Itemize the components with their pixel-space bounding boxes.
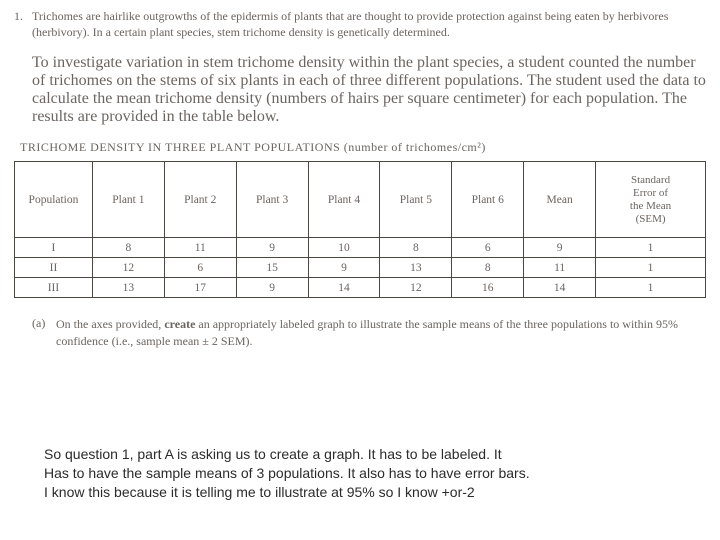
cell: 6	[452, 238, 524, 258]
cell: 9	[524, 238, 596, 258]
table-row: I 8 11 9 10 8 6 9 1	[15, 238, 706, 258]
cell: 15	[236, 258, 308, 278]
part-a-bold: create	[164, 317, 195, 331]
explain-line1: So question 1, part A is asking us to cr…	[44, 445, 664, 464]
col-header-plant5: Plant 5	[380, 162, 452, 238]
sem-line4: (SEM)	[600, 213, 701, 226]
cell: 13	[380, 258, 452, 278]
part-a-label: (a)	[32, 316, 56, 331]
cell: 8	[92, 238, 164, 258]
question-number: 1.	[14, 8, 32, 24]
cell: 9	[308, 258, 380, 278]
explain-line2: Has to have the sample means of 3 popula…	[44, 464, 664, 483]
cell: 11	[524, 258, 596, 278]
table-header-row: Population Plant 1 Plant 2 Plant 3 Plant…	[15, 162, 706, 238]
page: 1. Trichomes are hairlike outgrowths of …	[0, 0, 720, 540]
sem-line3: the Mean	[600, 200, 701, 213]
cell: 9	[236, 238, 308, 258]
question-para-2: To investigate variation in stem trichom…	[32, 54, 706, 126]
col-header-plant4: Plant 4	[308, 162, 380, 238]
cell: 1	[596, 278, 706, 298]
sem-line1: Standard	[600, 174, 701, 187]
explanation-block: So question 1, part A is asking us to cr…	[44, 445, 664, 502]
data-table: Population Plant 1 Plant 2 Plant 3 Plant…	[14, 161, 706, 298]
cell: 13	[92, 278, 164, 298]
col-header-plant6: Plant 6	[452, 162, 524, 238]
cell: 6	[164, 258, 236, 278]
cell: 1	[596, 238, 706, 258]
cell: 14	[308, 278, 380, 298]
table-row: III 13 17 9 14 12 16 14 1	[15, 278, 706, 298]
cell: 12	[92, 258, 164, 278]
cell: 1	[596, 258, 706, 278]
col-header-plant3: Plant 3	[236, 162, 308, 238]
table-row: II 12 6 15 9 13 8 11 1	[15, 258, 706, 278]
cell: 8	[380, 238, 452, 258]
cell: 17	[164, 278, 236, 298]
question-block: 1. Trichomes are hairlike outgrowths of …	[14, 8, 706, 54]
explain-line3: I know this because it is telling me to …	[44, 483, 664, 502]
cell: III	[15, 278, 93, 298]
cell: 11	[164, 238, 236, 258]
cell: 10	[308, 238, 380, 258]
col-header-sem: Standard Error of the Mean (SEM)	[596, 162, 706, 238]
col-header-plant1: Plant 1	[92, 162, 164, 238]
part-a-text: On the axes provided, create an appropri…	[56, 316, 706, 348]
question-para-1: Trichomes are hairlike outgrowths of the…	[32, 8, 706, 40]
part-a-before: On the axes provided,	[56, 317, 164, 331]
question-indent: To investigate variation in stem trichom…	[14, 54, 706, 126]
cell: 14	[524, 278, 596, 298]
cell: 16	[452, 278, 524, 298]
col-header-population: Population	[15, 162, 93, 238]
cell: 9	[236, 278, 308, 298]
sem-line2: Error of	[600, 187, 701, 200]
table-title: TRICHOME DENSITY IN THREE PLANT POPULATI…	[20, 140, 706, 155]
cell: I	[15, 238, 93, 258]
question-body: Trichomes are hairlike outgrowths of the…	[32, 8, 706, 54]
part-a: (a) On the axes provided, create an appr…	[14, 316, 706, 348]
cell: 12	[380, 278, 452, 298]
col-header-plant2: Plant 2	[164, 162, 236, 238]
cell: 8	[452, 258, 524, 278]
col-header-mean: Mean	[524, 162, 596, 238]
cell: II	[15, 258, 93, 278]
